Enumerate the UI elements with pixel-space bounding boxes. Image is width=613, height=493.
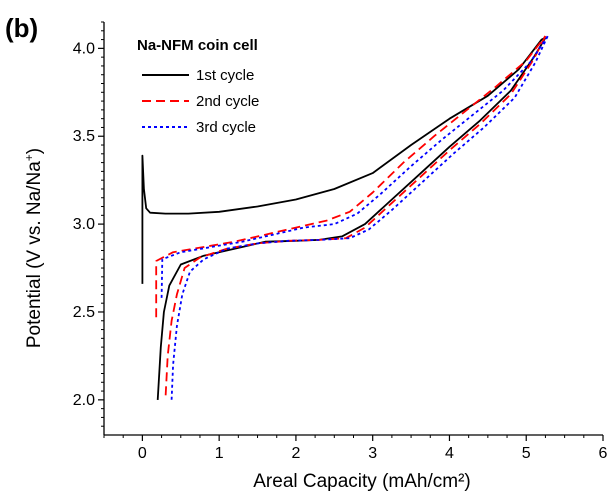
x-tick-label: 5 (522, 445, 531, 462)
y-tick-label: 4.0 (73, 40, 95, 57)
legend: Na-NFM coin cell 1st cycle 2nd cycle 3rd cy… (137, 37, 259, 136)
series-3-discharge-line (170, 35, 549, 400)
y-tick-label: 3.5 (73, 128, 95, 145)
panel-label: (b) (5, 13, 38, 43)
series-2-discharge-line (164, 35, 547, 400)
x-axis-title: Areal Capacity (mAh/cm²) (253, 471, 471, 492)
legend-label-1: 1st cycle (196, 67, 254, 84)
series-1-charge-line (141, 36, 546, 284)
legend-title: Na-NFM coin cell (137, 37, 258, 54)
axes: 0 1 2 3 4 5 6 2.0 2.5 3.0 3.5 4.0 (73, 21, 608, 462)
x-tick-label: 4 (445, 445, 454, 462)
series-2-charge-line (155, 35, 547, 318)
legend-label-3: 3rd cycle (196, 119, 256, 136)
series-3-charge-line (160, 35, 549, 298)
legend-label-2: 2nd cycle (196, 93, 259, 110)
x-tick-label: 0 (138, 445, 147, 462)
y-tick-label: 2.0 (73, 392, 95, 409)
curves (141, 35, 549, 400)
y-tick-label: 3.0 (73, 216, 95, 233)
x-tick-label: 6 (599, 445, 608, 462)
y-axis-title: Potential (V vs. Na/Na+) (22, 148, 45, 348)
x-tick-label: 1 (215, 445, 224, 462)
x-tick-label: 2 (291, 445, 300, 462)
y-tick-label: 2.5 (73, 304, 95, 321)
x-tick-label: 3 (368, 445, 377, 462)
